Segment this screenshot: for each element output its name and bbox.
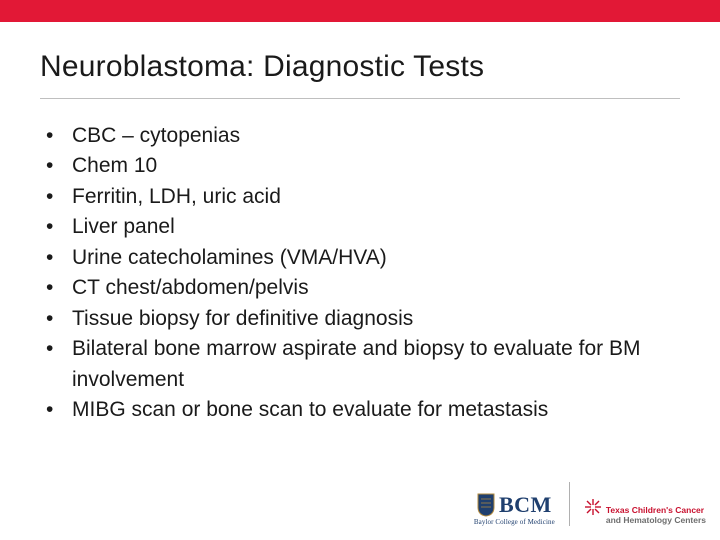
tcc-line2: and Hematology Centers <box>606 516 706 526</box>
tcc-logo: Texas Children's Cancer and Hematology C… <box>584 498 706 526</box>
bullet-text: Liver panel <box>72 212 680 242</box>
bullet-dot-icon: • <box>46 334 72 364</box>
bcm-logo-row: BCM <box>477 493 552 517</box>
bullet-dot-icon: • <box>46 182 72 212</box>
bullet-text: Bilateral bone marrow aspirate and biops… <box>72 334 680 395</box>
list-item: •Tissue biopsy for definitive diagnosis <box>46 304 680 334</box>
list-item: •MIBG scan or bone scan to evaluate for … <box>46 395 680 425</box>
list-item: •Liver panel <box>46 212 680 242</box>
list-item: •CT chest/abdomen/pelvis <box>46 273 680 303</box>
bcm-initials: BCM <box>499 494 552 516</box>
list-item: •Bilateral bone marrow aspirate and biop… <box>46 334 680 395</box>
sunburst-icon <box>584 498 602 516</box>
logo-divider <box>569 482 570 526</box>
title-container: Neuroblastoma: Diagnostic Tests <box>40 50 680 99</box>
bullet-text: CBC – cytopenias <box>72 121 680 151</box>
bullet-dot-icon: • <box>46 212 72 242</box>
bullet-text: Ferritin, LDH, uric acid <box>72 182 680 212</box>
list-item: •Chem 10 <box>46 151 680 181</box>
bullet-text: Tissue biopsy for definitive diagnosis <box>72 304 680 334</box>
bullet-dot-icon: • <box>46 273 72 303</box>
bullet-list: •CBC – cytopenias •Chem 10 •Ferritin, LD… <box>40 121 680 425</box>
bullet-text: Chem 10 <box>72 151 680 181</box>
bcm-logo: BCM Baylor College of Medicine <box>474 493 555 526</box>
tcc-top-row: Texas Children's Cancer <box>584 498 706 516</box>
bullet-dot-icon: • <box>46 304 72 334</box>
slide-content: Neuroblastoma: Diagnostic Tests •CBC – c… <box>0 22 720 425</box>
bullet-dot-icon: • <box>46 151 72 181</box>
slide-title: Neuroblastoma: Diagnostic Tests <box>40 50 680 84</box>
accent-bar <box>0 0 720 22</box>
bcm-subtitle: Baylor College of Medicine <box>474 519 555 526</box>
bullet-text: CT chest/abdomen/pelvis <box>72 273 680 303</box>
footer-logos: BCM Baylor College of Medicine Texas Chi… <box>474 482 706 526</box>
shield-icon <box>477 493 495 517</box>
bullet-dot-icon: • <box>46 121 72 151</box>
bullet-dot-icon: • <box>46 243 72 273</box>
bullet-dot-icon: • <box>46 395 72 425</box>
bullet-text: MIBG scan or bone scan to evaluate for m… <box>72 395 680 425</box>
bullet-text: Urine catecholamines (VMA/HVA) <box>72 243 680 273</box>
list-item: •Ferritin, LDH, uric acid <box>46 182 680 212</box>
list-item: •CBC – cytopenias <box>46 121 680 151</box>
list-item: •Urine catecholamines (VMA/HVA) <box>46 243 680 273</box>
